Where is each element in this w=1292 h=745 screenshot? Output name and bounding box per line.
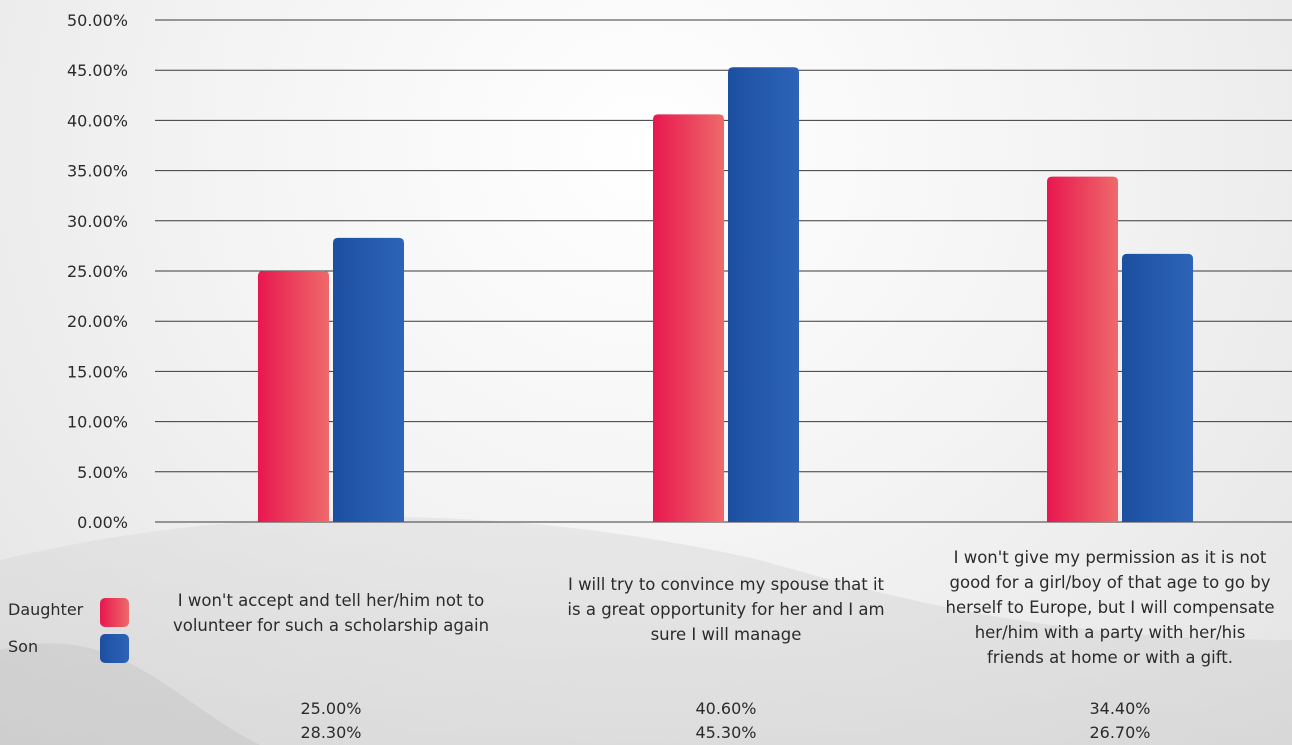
bars — [258, 67, 1193, 523]
y-tick-label: 50.00% — [67, 11, 128, 30]
value-label-son-2: 45.30% — [695, 723, 757, 742]
y-tick-label: 25.00% — [67, 262, 128, 281]
category-label-2: I will try to convince my spouse that it… — [545, 572, 907, 647]
category-label-line: sure I will manage — [650, 625, 802, 644]
y-tick-label: 35.00% — [67, 162, 128, 181]
legend-label-daughter: Daughter — [8, 600, 84, 619]
value-label-daughter-1: 25.00% — [300, 699, 362, 718]
y-tick-label: 40.00% — [67, 111, 128, 130]
category-label-line: is a great opportunity for her and I am — [567, 600, 885, 619]
category-label-line: I won't accept and tell her/him not to — [177, 591, 485, 610]
legend-swatch-daughter — [100, 598, 129, 627]
y-tick-label: 20.00% — [67, 312, 128, 331]
legend-label-son: Son — [8, 637, 39, 656]
bar-daughter-2 — [653, 114, 724, 522]
bar-daughter-3 — [1047, 176, 1118, 522]
y-tick-label: 15.00% — [67, 362, 128, 381]
y-tick-label: 5.00% — [77, 463, 128, 482]
bar-son-3 — [1122, 253, 1193, 522]
value-label-son-1: 28.30% — [300, 723, 362, 742]
y-tick-label: 0.00% — [77, 513, 128, 532]
value-label-son-3: 26.70% — [1089, 723, 1151, 742]
value-label-daughter-2: 40.60% — [695, 699, 757, 718]
legend-swatch-son — [100, 634, 129, 663]
bar-daughter-1 — [258, 271, 329, 522]
category-label-3: I won't give my permission as it is not g… — [925, 545, 1292, 670]
category-label-line: volunteer for such a scholarship again — [172, 616, 490, 635]
y-axis-ticks: 0.00% 5.00% 10.00% 15.00% 20.00% 25.00% 30.00%… — [67, 11, 128, 532]
category-label-1: I won't accept and tell her/him not to vo… — [150, 588, 512, 638]
category-label-line: her/him with a party with her/his — [974, 623, 1246, 642]
category-label-line: herself to Europe, but I will compensate — [945, 598, 1275, 617]
category-label-line: friends at home or with a gift. — [987, 648, 1233, 667]
y-tick-label: 10.00% — [67, 413, 128, 432]
y-tick-label: 45.00% — [67, 61, 128, 80]
category-label-line: I won't give my permission as it is not — [953, 548, 1267, 567]
category-label-line: I will try to convince my spouse that it — [567, 575, 885, 594]
bar-son-2 — [728, 67, 799, 523]
category-label-line: good for a girl/boy of that age to go by — [949, 573, 1271, 592]
y-tick-label: 30.00% — [67, 212, 128, 231]
value-label-daughter-3: 34.40% — [1089, 699, 1151, 718]
bar-son-1 — [333, 237, 404, 523]
